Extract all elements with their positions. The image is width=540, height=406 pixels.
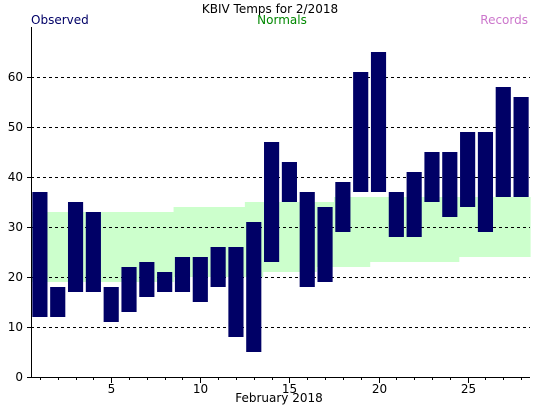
observed-bar-day-8 (157, 272, 173, 292)
normal-band-8 (155, 212, 175, 282)
observed-bar-day-9 (174, 257, 191, 292)
axes: 0 10 20 30 40 50 60 5 10 15 20 25 (8, 27, 530, 396)
y-tick-label-30: 30 (8, 220, 23, 234)
legend-records: Records (480, 13, 528, 27)
normal-band-15 (280, 202, 299, 272)
y-tick-label-50: 50 (8, 120, 23, 134)
observed-bar-day-15 (281, 162, 297, 202)
normal-band-28 (512, 197, 531, 257)
observed-bar-day-27 (495, 87, 511, 197)
normal-band-25 (458, 197, 478, 257)
observed-bar-day-5 (103, 287, 119, 322)
observed-bar-day-17 (317, 207, 333, 282)
y-tick-label-10: 10 (8, 320, 23, 334)
normal-band-2 (48, 212, 68, 282)
observed-bar-day-14 (264, 142, 280, 262)
observed-bar-day-18 (335, 182, 351, 232)
observed-bar-day-24 (442, 152, 458, 217)
x-tick-label-15: 15 (282, 382, 297, 396)
normal-band-27 (494, 197, 513, 257)
y-tick-label-60: 60 (8, 70, 23, 84)
observed-bar-day-13 (246, 222, 262, 352)
observed-bar-day-3 (67, 202, 84, 292)
observed-bar-day-26 (477, 132, 494, 232)
legend-observed: Observed (31, 13, 89, 27)
legend-normals: Normals (257, 13, 307, 27)
observed-bar-day-11 (210, 247, 226, 287)
normal-band-5 (102, 212, 121, 282)
observed-bar-day-20 (370, 52, 387, 192)
y-tick-label-20: 20 (8, 270, 23, 284)
x-tick-label-20: 20 (372, 382, 387, 396)
observed-bar-day-6 (121, 267, 137, 312)
observed-bar-day-23 (424, 152, 440, 202)
observed-bar-day-22 (406, 172, 422, 237)
observed-bar-day-10 (192, 257, 208, 302)
observed-bar-day-25 (460, 132, 476, 207)
normal-band-20 (369, 197, 389, 262)
chart-title: KBIV Temps for 2/2018 (202, 2, 338, 16)
y-tick-label-0: 0 (15, 370, 23, 384)
normal-band-6 (120, 212, 139, 282)
x-axis-label: February 2018 (235, 391, 323, 405)
observed-bar-day-16 (299, 192, 315, 287)
observed-bar-day-4 (85, 212, 101, 292)
observed-bar-day-2 (50, 287, 66, 317)
x-tick-label-10: 10 (193, 382, 208, 396)
observed-bar-day-1 (32, 192, 48, 317)
normal-band-19 (351, 197, 371, 267)
x-tick-label-25: 25 (461, 382, 476, 396)
x-tick-label-5: 5 (108, 382, 116, 396)
observed-bar-day-28 (513, 97, 529, 197)
observed-bar-day-12 (228, 247, 244, 337)
normal-band-23 (423, 197, 442, 262)
y-tick-label-40: 40 (8, 170, 23, 184)
observed-bar-day-21 (388, 192, 404, 237)
observed-bar-day-19 (353, 72, 369, 192)
observed-bar-day-7 (139, 262, 155, 297)
observed-bars (32, 52, 529, 352)
